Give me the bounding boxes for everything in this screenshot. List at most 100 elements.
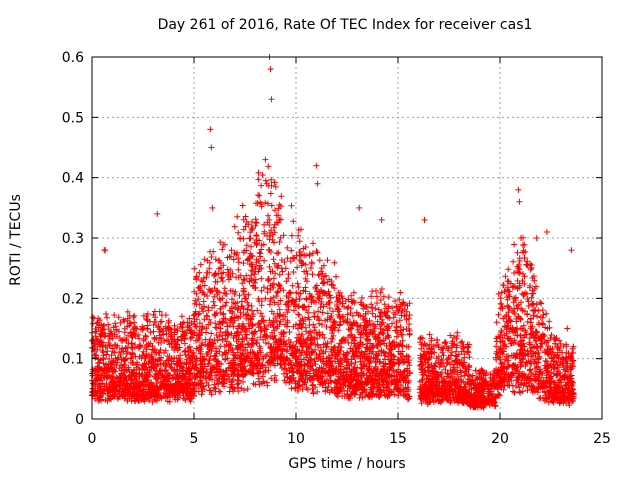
- data-point: [102, 247, 109, 254]
- data-point: [507, 325, 514, 332]
- data-point: [103, 373, 110, 380]
- data-point: [267, 66, 274, 73]
- data-point: [376, 379, 383, 386]
- data-point: [486, 391, 493, 398]
- data-point: [478, 403, 485, 410]
- data-point: [511, 295, 518, 302]
- data-point: [474, 397, 481, 404]
- data-point: [221, 349, 228, 356]
- data-point: [314, 180, 321, 187]
- data-point: [543, 228, 550, 235]
- data-point: [568, 355, 575, 362]
- data-point: [176, 361, 183, 368]
- data-point: [454, 379, 461, 386]
- data-point: [258, 265, 265, 272]
- data-point: [207, 126, 214, 133]
- data-point: [254, 307, 261, 314]
- y-tick-label: 0.6: [62, 50, 84, 66]
- data-point: [552, 361, 559, 368]
- data-point: [180, 319, 187, 326]
- data-point: [356, 343, 363, 350]
- chart-title: Day 261 of 2016, Rate Of TEC Index for r…: [157, 17, 533, 33]
- data-point: [401, 391, 408, 398]
- data-point: [462, 397, 469, 404]
- data-point: [193, 337, 200, 344]
- data-point: [356, 204, 363, 211]
- data-point: [503, 343, 510, 350]
- x-tick-label: 25: [593, 431, 611, 447]
- data-point: [482, 397, 489, 404]
- data-point: [556, 337, 563, 344]
- data-point: [494, 385, 501, 392]
- data-point: [303, 295, 310, 302]
- data-point: [93, 367, 100, 374]
- data-point: [523, 331, 530, 338]
- data-point: [421, 367, 428, 374]
- data-point: [144, 325, 151, 332]
- data-point: [450, 391, 457, 398]
- x-tick-label: 20: [491, 431, 509, 447]
- data-point: [405, 379, 412, 386]
- data-point: [205, 307, 212, 314]
- data-point: [388, 361, 395, 368]
- data-point: [307, 337, 314, 344]
- data-point: [209, 343, 216, 350]
- data-point: [441, 385, 448, 392]
- data-point: [274, 289, 281, 296]
- data-point: [90, 385, 97, 392]
- axis-ticks: 0 0.1 0.2 0.3 0.4 0.5 0.6 0 5 10 15 20 25: [62, 50, 611, 447]
- data-point: [123, 367, 130, 374]
- data-point: [115, 379, 122, 386]
- data-point: [256, 192, 263, 199]
- data-point: [237, 343, 244, 350]
- y-tick-label: 0.4: [62, 171, 84, 187]
- data-point: [168, 355, 175, 362]
- data-point: [270, 319, 277, 326]
- data-point: [225, 331, 232, 338]
- data-point: [527, 319, 534, 326]
- data-point: [217, 325, 224, 332]
- data-point: [380, 349, 387, 356]
- data-point: [201, 355, 208, 362]
- data-point: [172, 343, 179, 350]
- data-point: [262, 156, 269, 163]
- data-point: [352, 373, 359, 380]
- data-point: [152, 349, 159, 356]
- data-point: [311, 313, 318, 320]
- data-point: [197, 373, 204, 380]
- data-point: [148, 379, 155, 386]
- data-point: [499, 367, 506, 374]
- data-point: [213, 361, 220, 368]
- data-point: [392, 385, 399, 392]
- data-point: [282, 301, 289, 308]
- y-tick-label: 0.2: [62, 291, 84, 307]
- data-point: [100, 355, 107, 362]
- data-point: [372, 355, 379, 362]
- x-axis-label: GPS time / hours: [288, 456, 406, 472]
- data-point: [570, 343, 577, 350]
- data-point: [323, 343, 330, 350]
- x-tick-label: 15: [389, 431, 407, 447]
- data-point: [531, 343, 538, 350]
- data-point: [446, 373, 452, 380]
- data-point: [397, 373, 404, 380]
- data-point: [564, 325, 571, 332]
- data-point: [246, 325, 253, 332]
- data-point: [286, 343, 293, 350]
- data-point: [160, 331, 167, 338]
- data-point: [421, 216, 428, 223]
- data-point: [290, 307, 297, 314]
- data-point: [515, 265, 522, 272]
- data-point: [560, 373, 567, 380]
- data-point: [135, 343, 142, 350]
- data-point: [429, 373, 436, 380]
- data-point: [466, 391, 473, 398]
- data-point: [348, 325, 355, 332]
- data-point: [539, 331, 546, 338]
- data-point: [233, 313, 240, 320]
- data-point: [313, 162, 320, 169]
- data-point: [437, 361, 444, 368]
- x-tick-label: 0: [88, 431, 97, 447]
- data-point: [364, 331, 371, 338]
- dense-points-band: [89, 163, 577, 411]
